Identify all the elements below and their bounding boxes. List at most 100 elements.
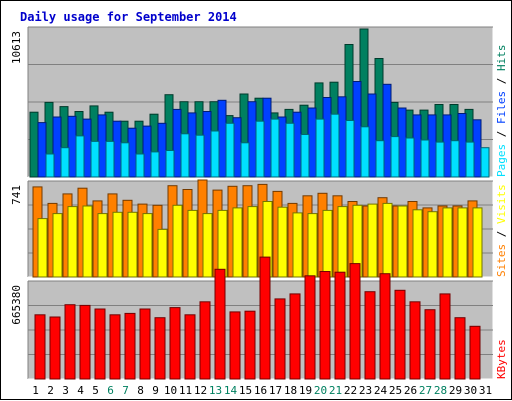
x-tick-label-day-6: 6 xyxy=(107,384,114,397)
bar-pages-day-26 xyxy=(420,139,430,178)
bar-pages-day-27 xyxy=(435,141,445,178)
bar-visits-day-24 xyxy=(382,202,393,278)
bar-files-day-2 xyxy=(52,116,62,178)
bar-pages-day-24 xyxy=(390,136,400,178)
bar-pages-day-5 xyxy=(105,140,115,178)
x-tick-label-day-27: 27 xyxy=(419,384,432,397)
bar-visits-day-29 xyxy=(457,207,468,278)
x-tick-label-day-16: 16 xyxy=(254,384,267,397)
bar-pages-day-22 xyxy=(360,126,370,178)
bar-kbytes-day-27 xyxy=(424,309,436,380)
bar-kbytes-day-7 xyxy=(124,312,136,380)
bar-pages-day-1 xyxy=(45,153,55,178)
bar-visits-day-1 xyxy=(37,218,48,278)
bar-kbytes-day-1 xyxy=(34,314,46,380)
side-label-part: / xyxy=(495,71,508,91)
x-tick-label-day-21: 21 xyxy=(329,384,342,397)
bar-files-day-1 xyxy=(37,122,47,178)
bar-visits-day-15 xyxy=(247,206,258,278)
bar-kbytes-day-21 xyxy=(334,271,346,380)
series-side-label: Sites / Visits xyxy=(495,184,508,277)
bar-visits-day-6 xyxy=(112,211,123,278)
bar-visits-day-10 xyxy=(172,204,183,278)
bar-kbytes-day-29 xyxy=(454,317,466,380)
bar-kbytes-day-22 xyxy=(349,263,361,380)
x-tick-label-day-7: 7 xyxy=(122,384,129,397)
x-tick-label-day-2: 2 xyxy=(47,384,54,397)
bar-kbytes-day-30 xyxy=(469,325,481,380)
bar-kbytes-day-2 xyxy=(49,316,61,380)
bar-kbytes-day-14 xyxy=(229,311,241,380)
x-tick-label-day-11: 11 xyxy=(179,384,192,397)
bar-visits-day-23 xyxy=(367,203,378,278)
bar-pages-day-10 xyxy=(180,133,190,178)
bar-kbytes-day-6 xyxy=(109,314,121,380)
y-max-label: 10613 xyxy=(10,31,23,64)
x-tick-label-day-24: 24 xyxy=(374,384,388,397)
bar-pages-day-2 xyxy=(60,147,70,178)
bar-hits-day-1 xyxy=(29,111,39,178)
x-tick-label-day-26: 26 xyxy=(404,384,417,397)
x-tick-label-day-13: 13 xyxy=(209,384,222,397)
bar-pages-day-18 xyxy=(300,134,310,178)
bar-pages-day-23 xyxy=(375,140,385,178)
bar-kbytes-day-5 xyxy=(94,308,106,380)
bar-visits-day-17 xyxy=(277,206,288,278)
bar-kbytes-day-13 xyxy=(214,268,226,380)
bar-kbytes-day-10 xyxy=(169,307,181,380)
bar-pages-day-8 xyxy=(150,151,160,178)
panel-kbytes: 665380 KBytes xyxy=(10,256,508,380)
bar-kbytes-day-12 xyxy=(199,301,211,380)
bar-kbytes-day-23 xyxy=(364,291,376,380)
y-max-label: 741 xyxy=(10,185,23,205)
bar-kbytes-day-19 xyxy=(304,275,316,380)
bar-visits-day-5 xyxy=(97,213,108,278)
bar-visits-day-4 xyxy=(82,205,93,278)
bar-visits-day-20 xyxy=(322,209,333,278)
x-tick-label-day-28: 28 xyxy=(434,384,447,397)
bar-pages-day-20 xyxy=(330,113,340,178)
bar-pages-day-14 xyxy=(240,142,250,178)
y-max-label: 665380 xyxy=(10,285,23,325)
x-tick-label-day-12: 12 xyxy=(194,384,207,397)
bar-pages-day-13 xyxy=(225,122,235,178)
x-tick-label-day-9: 9 xyxy=(152,384,159,397)
bar-pages-day-30 xyxy=(480,147,490,178)
bar-kbytes-day-3 xyxy=(64,304,76,380)
bar-visits-day-13 xyxy=(217,209,228,278)
bar-pages-day-7 xyxy=(135,153,145,178)
x-tick-label-day-25: 25 xyxy=(389,384,402,397)
bar-visits-day-3 xyxy=(67,206,78,278)
x-tick-label-day-30: 30 xyxy=(464,384,477,397)
bar-kbytes-day-9 xyxy=(154,317,166,380)
bar-visits-day-7 xyxy=(127,211,138,278)
bar-pages-day-17 xyxy=(285,122,295,178)
panel-visits-sites: 741 Sites / Visits xyxy=(10,179,508,278)
series-side-label: Pages / Files / Hits xyxy=(495,45,508,178)
bar-kbytes-day-24 xyxy=(379,273,391,380)
bar-visits-day-2 xyxy=(52,213,63,278)
bar-pages-day-28 xyxy=(450,140,460,178)
bar-visits-day-28 xyxy=(442,207,453,278)
x-tick-label-day-22: 22 xyxy=(344,384,357,397)
x-tick-label-day-23: 23 xyxy=(359,384,372,397)
x-tick-label-day-17: 17 xyxy=(269,384,282,397)
x-tick-label-day-10: 10 xyxy=(164,384,177,397)
x-tick-label-day-3: 3 xyxy=(62,384,69,397)
bar-visits-day-19 xyxy=(307,213,318,278)
panel-hits-files-pages: 10613 Pages / Files / Hits xyxy=(10,26,508,178)
side-label-part: Hits xyxy=(495,45,508,72)
x-tick-label-day-14: 14 xyxy=(224,384,238,397)
bar-visits-day-27 xyxy=(427,211,438,278)
bar-files-day-24 xyxy=(382,83,392,178)
bar-pages-day-9 xyxy=(165,150,175,178)
side-label-part: / xyxy=(495,124,508,144)
bar-visits-day-25 xyxy=(397,205,408,278)
bar-visits-day-30 xyxy=(472,207,483,278)
bar-visits-day-18 xyxy=(292,212,303,278)
x-tick-label-day-29: 29 xyxy=(449,384,462,397)
bar-kbytes-day-15 xyxy=(244,310,256,380)
bar-kbytes-day-4 xyxy=(79,304,91,380)
chart-title: Daily usage for September 2014 xyxy=(20,10,237,24)
